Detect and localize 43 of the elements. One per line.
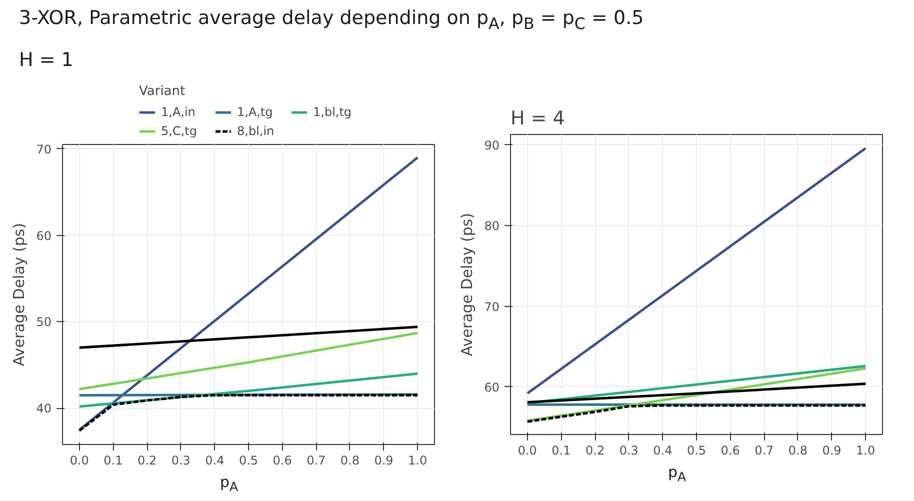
x-tick-label: 0.0 (518, 444, 537, 458)
y-tick-label: 60 (36, 228, 52, 243)
y-tick-label: 80 (484, 219, 500, 234)
x-axis-title: p$_{A}$ (668, 462, 686, 486)
x-tick-label: 0.1 (552, 444, 571, 458)
x-tick-label: 0.9 (374, 454, 394, 468)
x-tick-label: 1.0 (856, 444, 876, 458)
y-tick-label: 60 (484, 380, 500, 394)
y-tick-label: 40 (36, 402, 52, 416)
x-tick-label: 0.3 (171, 454, 190, 468)
x-tick-label: 0.3 (619, 444, 638, 458)
x-tick-label: 0.7 (306, 454, 326, 468)
x-tick-label: 0.4 (653, 444, 672, 458)
x-tick-label: 0.2 (138, 454, 157, 468)
legend-label: 8,bl,in (237, 123, 276, 138)
x-tick-label: 0.6 (272, 454, 292, 468)
y-tick-label: 90 (484, 138, 500, 152)
legend-label: 1,bl,tg (313, 104, 353, 119)
x-tick-label: 0.5 (238, 454, 258, 468)
x-tick-label: 0.4 (205, 454, 224, 468)
y-tick-label: 50 (36, 315, 52, 330)
chart-subtitle: H = 1 (19, 48, 74, 73)
legend-label: 1,A,in (161, 104, 196, 119)
y-axis-title: Average Delay (ps) (458, 212, 476, 356)
x-axis-title: p$_{A}$ (220, 472, 238, 496)
legend-label: 5,C,tg (161, 123, 198, 138)
y-axis-title: Average Delay (ps) (10, 222, 28, 366)
y-tick-label: 70 (36, 142, 52, 156)
x-tick-label: 0.9 (822, 444, 842, 458)
x-tick-label: 0.8 (788, 444, 808, 458)
x-tick-label: 0.0 (70, 454, 89, 468)
chart-title: 3-XOR, Parametric average delay depending on p$_{A}$, p$_{B}$ = p$_{C}$ = 0.5 (19, 6, 644, 35)
x-tick-label: 0.8 (340, 454, 360, 468)
y-tick-label: 70 (484, 300, 500, 314)
legend-title: Variant (139, 84, 186, 99)
x-tick-label: 1.0 (408, 454, 428, 468)
x-tick-label: 0.2 (586, 444, 605, 458)
legend-label: 1,A,tg (237, 104, 274, 119)
chart-title: H = 4 (510, 108, 565, 130)
x-tick-label: 0.5 (686, 444, 706, 458)
x-tick-label: 0.6 (720, 444, 740, 458)
x-tick-label: 0.1 (104, 454, 123, 468)
x-tick-label: 0.7 (754, 444, 774, 458)
